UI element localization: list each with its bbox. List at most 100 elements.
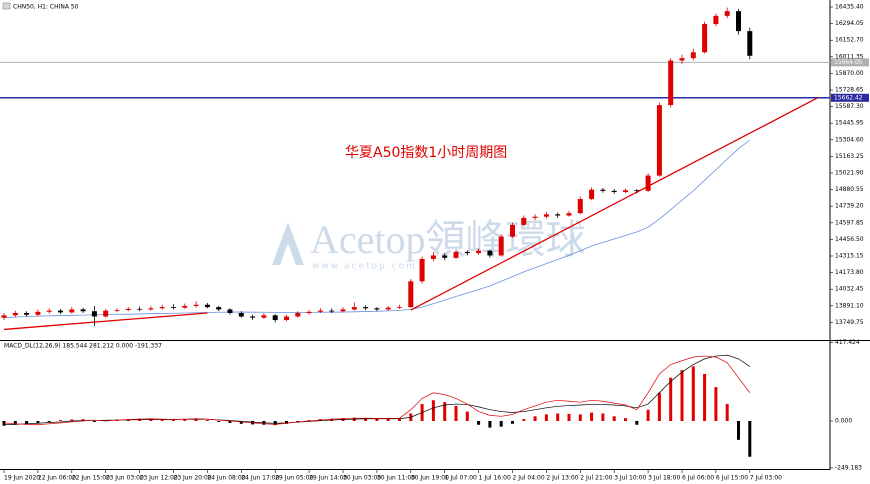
candle-body (532, 216, 538, 218)
candle-body (724, 11, 730, 16)
x-tick-label: 1 Jul 07:00 (445, 475, 477, 482)
candle-body (114, 310, 120, 311)
y-tick-label: 14597.85 (835, 219, 864, 226)
candle-body (306, 311, 312, 313)
candle-body (679, 58, 685, 61)
histogram-bar (590, 412, 594, 421)
histogram-bar (375, 418, 379, 421)
candle-body (317, 310, 323, 312)
y-tick-label: 15304.60 (835, 136, 864, 143)
candle-body (498, 236, 504, 256)
candle-body (747, 31, 753, 56)
candle-body (611, 190, 617, 193)
candle-body (634, 190, 640, 192)
candle-body (736, 11, 741, 32)
candle-body (566, 213, 572, 216)
histogram-bar (2, 421, 6, 426)
y-tick-label: 15021.90 (835, 170, 864, 177)
candle-body (261, 315, 267, 318)
annotation: 华夏A50指数1小时周期图 (345, 145, 507, 161)
candle-body (238, 312, 244, 317)
watermark: Acetop領峰環球 www.acetop.com (272, 217, 586, 272)
histogram-bar (183, 419, 187, 421)
trend-line (410, 97, 818, 311)
x-tick-label: 6 Jul 15:00 (716, 475, 748, 482)
x-tick-label: 2 Jul 04:00 (513, 475, 545, 482)
y-tick-label: 14739.20 (835, 203, 864, 210)
y-tick-label: 13749.75 (835, 319, 864, 326)
candle-body (419, 258, 425, 282)
candle-body (713, 15, 719, 25)
histogram-bar (657, 392, 661, 421)
histogram-bar (748, 421, 752, 457)
histogram-bar (443, 402, 447, 421)
trend-line (3, 312, 208, 331)
histogram-bar (70, 419, 74, 421)
candle-body (510, 224, 515, 237)
histogram-bar (172, 419, 175, 421)
x-tick-label: 24 Jun 08:00 (207, 475, 245, 482)
candle-body (329, 310, 335, 312)
histogram-bar (488, 421, 492, 428)
candle-body (340, 309, 346, 312)
candle-body (284, 316, 289, 321)
candle-body (430, 255, 436, 259)
histogram-bar (646, 409, 650, 421)
level-label-box (831, 58, 869, 67)
candle-body (442, 255, 448, 258)
candle-body (363, 307, 369, 309)
candle-body (159, 307, 165, 309)
histogram-bar (205, 420, 209, 421)
candle-body (623, 190, 628, 193)
histogram-bar (680, 370, 684, 421)
histogram-bar (228, 421, 232, 423)
x-tick-label: 7 Jul 03:00 (750, 475, 782, 482)
candle-body (103, 310, 109, 317)
candle-body (668, 60, 674, 106)
candle-body (250, 316, 256, 318)
histogram-bar (533, 416, 537, 421)
candle-body (374, 308, 380, 310)
candle-body (690, 52, 696, 59)
histogram-bar (578, 414, 582, 421)
histogram-bar (386, 419, 390, 421)
x-tick-label: 19 Jun 2020 (4, 475, 40, 482)
x-tick-label: 24 Jun 17:00 (241, 475, 279, 482)
y-tick-label: 16294.05 (835, 20, 864, 27)
histogram-bar (92, 421, 96, 422)
candle-body (35, 311, 41, 315)
histogram-bar (431, 400, 435, 421)
y-tick-label: 16011.35 (835, 53, 864, 60)
watermark-url: www.acetop.com (312, 262, 417, 272)
candle-body (204, 304, 210, 308)
indicator-title: MACD_DL(12,26,9) 185.544 281.212 0.000 -… (4, 343, 162, 350)
candle-body (476, 250, 482, 254)
watermark-logo (272, 222, 304, 265)
histogram-bar (149, 419, 153, 421)
candle-body (385, 307, 391, 310)
histogram-bar (601, 413, 605, 421)
y-tick-label: 14880.55 (835, 186, 864, 193)
candle-body (58, 310, 63, 313)
y-tick-label: 0.000 (835, 418, 852, 425)
x-tick-label: 22 Jun 15:00 (72, 475, 110, 482)
y-tick-label: 15587.30 (835, 103, 864, 110)
histogram-bar (703, 373, 707, 421)
histogram-bar (36, 421, 40, 423)
candle-body (453, 251, 459, 258)
histogram-bar (725, 404, 729, 421)
candle-body (702, 24, 708, 53)
candle-body (600, 189, 606, 191)
histogram-bar (160, 419, 164, 421)
candle-body (521, 217, 527, 225)
histogram-bar (465, 411, 469, 421)
symbol-icon (2, 2, 11, 10)
candle-body (125, 308, 131, 311)
histogram-bar (454, 405, 458, 421)
histogram-bar (499, 421, 503, 427)
histogram-bar (398, 419, 401, 421)
candle-body (272, 315, 278, 321)
histogram-bar (567, 413, 571, 421)
